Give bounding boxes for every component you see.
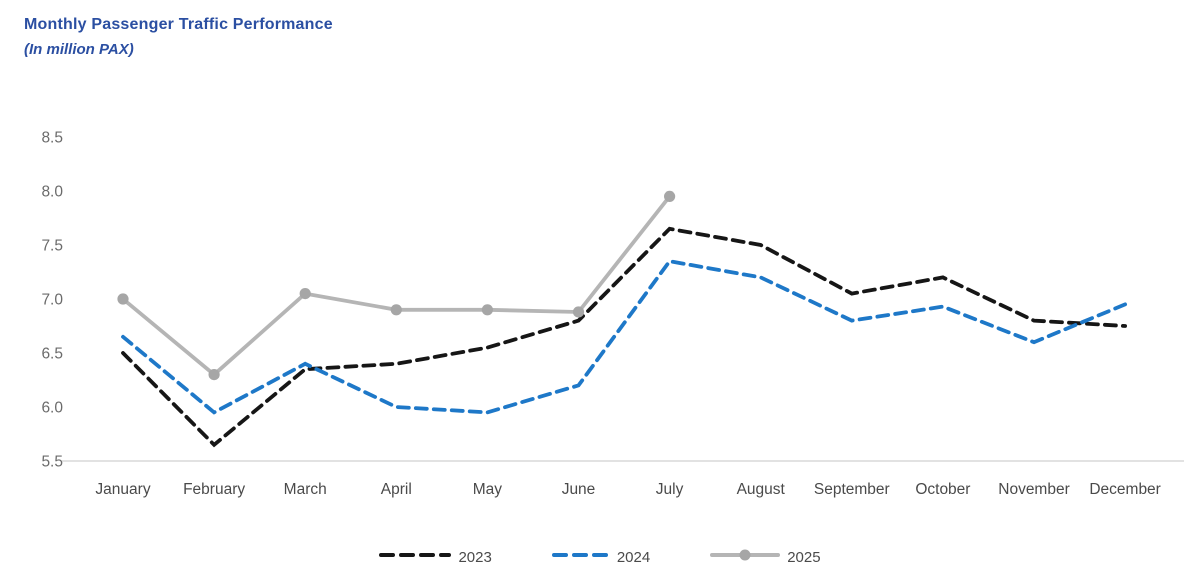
x-tick-label: June — [562, 481, 596, 498]
series-marker-2025 — [481, 304, 493, 316]
x-tick-label: October — [915, 481, 970, 498]
legend-swatch-svg-2025 — [710, 549, 781, 560]
x-tick-label: July — [656, 481, 684, 498]
x-tick-label: May — [473, 481, 503, 498]
legend-label-2024: 2024 — [616, 548, 651, 566]
y-tick-label: 6.5 — [41, 346, 63, 363]
y-tick-label: 5.5 — [41, 454, 63, 471]
chart-canvas: 5.5 6.0 6.5 7.0 7.5 8.0 8.5 January February Marc… — [41, 130, 1184, 498]
y-tick-label: 6.0 — [41, 400, 63, 417]
x-tick-label: December — [1089, 481, 1161, 498]
series-line-2024 — [121, 259, 1127, 415]
legend-item-2024: 2024 — [551, 547, 651, 568]
legend-line-sample-2024 — [551, 547, 610, 568]
y-tick-label: 8.0 — [41, 184, 63, 201]
legend-label-2025: 2025 — [787, 548, 821, 566]
x-tick-label: September — [814, 481, 890, 498]
y-tick-label: 7.5 — [41, 238, 63, 255]
chart-title: Monthly Passenger Traffic Performance — [24, 16, 333, 33]
x-tick-label: August — [737, 481, 786, 498]
series-marker-2025 — [299, 288, 311, 300]
series-marker-2025 — [664, 190, 676, 202]
series-marker-2025 — [390, 304, 402, 316]
chart-legend: 2023 2024 2025 — [0, 540, 1200, 574]
series-marker-2025 — [572, 306, 585, 318]
chart-title-block: Monthly Passenger Traffic Performance (I… — [24, 16, 333, 58]
legend-label-2023: 2023 — [458, 548, 492, 566]
x-tick-label: November — [998, 481, 1070, 498]
legend-item-2025: 2025 — [710, 547, 821, 568]
x-tick-label: February — [183, 481, 245, 498]
chart-subtitle: (In million PAX) — [24, 41, 134, 58]
x-tick-label: March — [284, 481, 327, 498]
x-tick-label: April — [381, 481, 412, 498]
legend-line-sample-2023 — [379, 547, 452, 568]
series-marker-2025 — [117, 293, 129, 305]
legend-item-2023: 2023 — [379, 547, 492, 568]
y-tick-label: 8.5 — [41, 130, 63, 147]
series-line-2023 — [121, 226, 1127, 448]
legend-line-sample-2025 — [710, 547, 781, 568]
series-line-2025 — [121, 194, 672, 378]
series-marker-2025 — [208, 369, 220, 381]
legend-swatch-svg-2024 — [551, 552, 610, 557]
y-tick-label: 7.0 — [41, 292, 63, 309]
x-tick-label: January — [95, 481, 150, 498]
legend-swatch-svg-2023 — [379, 552, 452, 557]
legend-marker-2025 — [739, 549, 751, 560]
